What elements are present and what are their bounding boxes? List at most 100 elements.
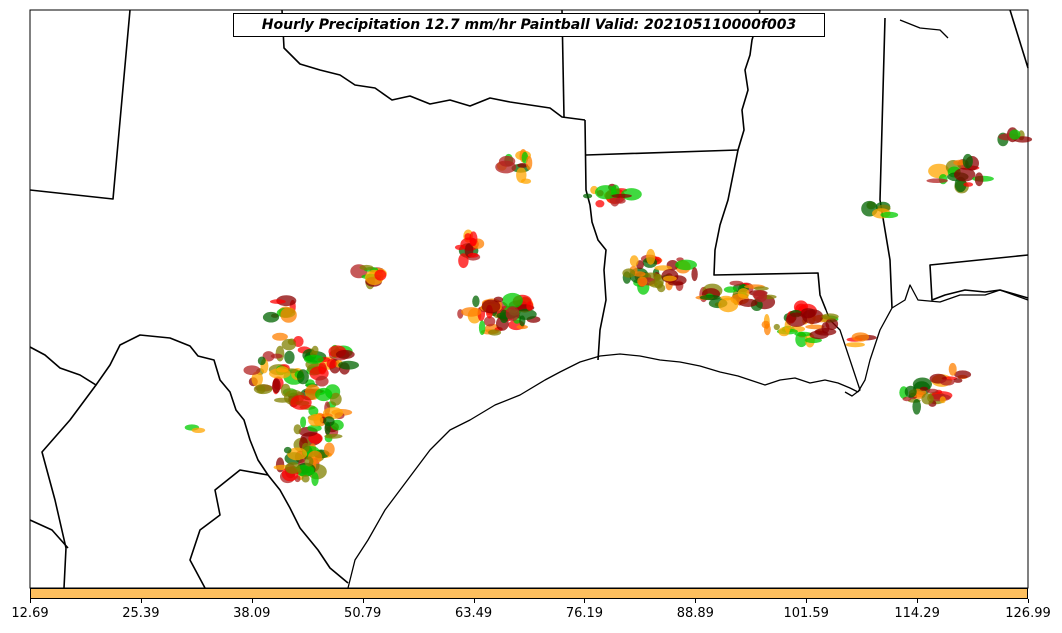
precip-paintball <box>637 276 648 287</box>
precip-paintball <box>794 331 812 337</box>
precip-paintball <box>595 185 617 200</box>
precip-paintball <box>622 268 636 278</box>
precip-paintball <box>912 399 921 415</box>
precip-paintball <box>654 265 672 271</box>
colorbar-tick-label: 101.59 <box>783 606 829 621</box>
precip-paintball <box>323 407 344 420</box>
arkansas-river <box>899 19 949 39</box>
precip-paintball <box>778 327 790 337</box>
precip-paintball <box>805 324 825 330</box>
precip-paintball <box>308 406 319 416</box>
precip-paintball <box>281 338 296 351</box>
precip-paintball <box>517 163 529 168</box>
precip-paintball <box>285 462 301 474</box>
precip-paintball <box>502 292 523 309</box>
precip-paintball <box>663 275 677 282</box>
precip-paintball <box>257 356 266 366</box>
precip-paintball <box>191 427 206 433</box>
precip-paintball <box>646 248 656 265</box>
colorbar-tick <box>806 599 808 603</box>
precip-paintball <box>481 299 501 314</box>
precip-paintball <box>262 351 275 362</box>
colorbar-tick-label: 50.79 <box>344 606 382 621</box>
colorbar-tick-label: 25.39 <box>122 606 160 621</box>
colorbar-tick <box>140 599 142 603</box>
precip-paintball <box>649 280 664 288</box>
precip-paintball <box>953 159 966 166</box>
precip-paintball <box>454 244 466 250</box>
precip-paintball <box>753 290 768 303</box>
precip-paintball <box>880 211 899 219</box>
colorbar-tick-label: 114.29 <box>894 606 940 621</box>
precip-paintball <box>251 371 263 387</box>
precip-paintball <box>296 369 309 385</box>
precip-paintball <box>326 359 337 369</box>
precip-paintball <box>926 178 948 183</box>
precip-paintball <box>761 320 770 329</box>
coastline <box>347 19 1029 589</box>
precip-paintball <box>954 370 972 379</box>
colorbar <box>30 588 1028 599</box>
precip-paintball <box>739 298 758 307</box>
precip-paintball <box>962 153 973 169</box>
precip-paintball <box>773 323 780 331</box>
precip-paintball <box>921 393 934 405</box>
precip-paintball <box>809 330 829 340</box>
precip-paintball <box>323 416 335 427</box>
precip-paintball <box>954 167 976 182</box>
precip-paintball <box>262 311 280 323</box>
precip-paintball <box>272 378 281 394</box>
precip-paintball <box>287 447 308 461</box>
precip-paintball <box>675 259 697 271</box>
precip-paintball <box>374 269 387 281</box>
colorbar-tick-label: 12.69 <box>11 606 49 621</box>
precip-paintball <box>516 324 528 330</box>
precip-paintball <box>311 472 319 487</box>
precip-paintball <box>464 233 472 241</box>
precip-paintball <box>505 306 520 321</box>
boundary-mx-states-3 <box>189 469 269 589</box>
precip-paintball <box>472 295 480 308</box>
precip-paintball <box>525 156 533 170</box>
colorbar-tick <box>30 599 31 603</box>
precip-paintball <box>323 442 335 457</box>
precip-paintball <box>953 378 963 383</box>
boundary-la-ms <box>713 149 827 311</box>
colorbar-tick-label: 76.19 <box>565 606 604 621</box>
precip-paintball <box>275 345 285 362</box>
boundary-al-ga <box>1009 9 1029 69</box>
colorbar-tick-label: 63.49 <box>454 606 493 621</box>
boundary-nm-az <box>29 9 131 200</box>
precip-paintball <box>904 385 917 398</box>
precip-paintball <box>315 375 329 387</box>
precip-paintball <box>329 392 342 406</box>
precip-paintball <box>280 307 297 323</box>
precip-paintball <box>488 329 502 336</box>
colorbar-tick <box>695 599 697 603</box>
precip-paintball <box>615 197 626 204</box>
colorbar-tick-label: 88.89 <box>676 606 714 621</box>
precip-paintball <box>753 286 769 291</box>
precip-paintball <box>718 297 739 313</box>
ms-al-coast <box>857 284 1029 393</box>
precip-paintball <box>359 264 374 271</box>
colorbar-tick-label: 126.99 <box>1005 606 1051 621</box>
precip-paintball <box>737 288 750 299</box>
precip-paintball <box>324 433 343 439</box>
precip-paintball <box>256 385 266 394</box>
boundary-mx-states-2 <box>29 519 69 549</box>
precip-paintball <box>699 294 721 301</box>
precip-paintball <box>283 446 292 454</box>
precip-paintball <box>467 252 479 258</box>
precip-paintball <box>583 193 593 199</box>
precip-paintball <box>520 178 532 184</box>
colorbar-tick <box>362 599 364 603</box>
precip-paintball <box>963 182 974 187</box>
precip-paintball <box>318 362 327 375</box>
precip-paintball <box>335 349 355 359</box>
colorbar-tick-label: 38.09 <box>233 606 271 621</box>
precip-paintball <box>785 312 808 327</box>
boundary-ms-al <box>879 17 893 309</box>
colorbar-tick <box>473 599 475 603</box>
